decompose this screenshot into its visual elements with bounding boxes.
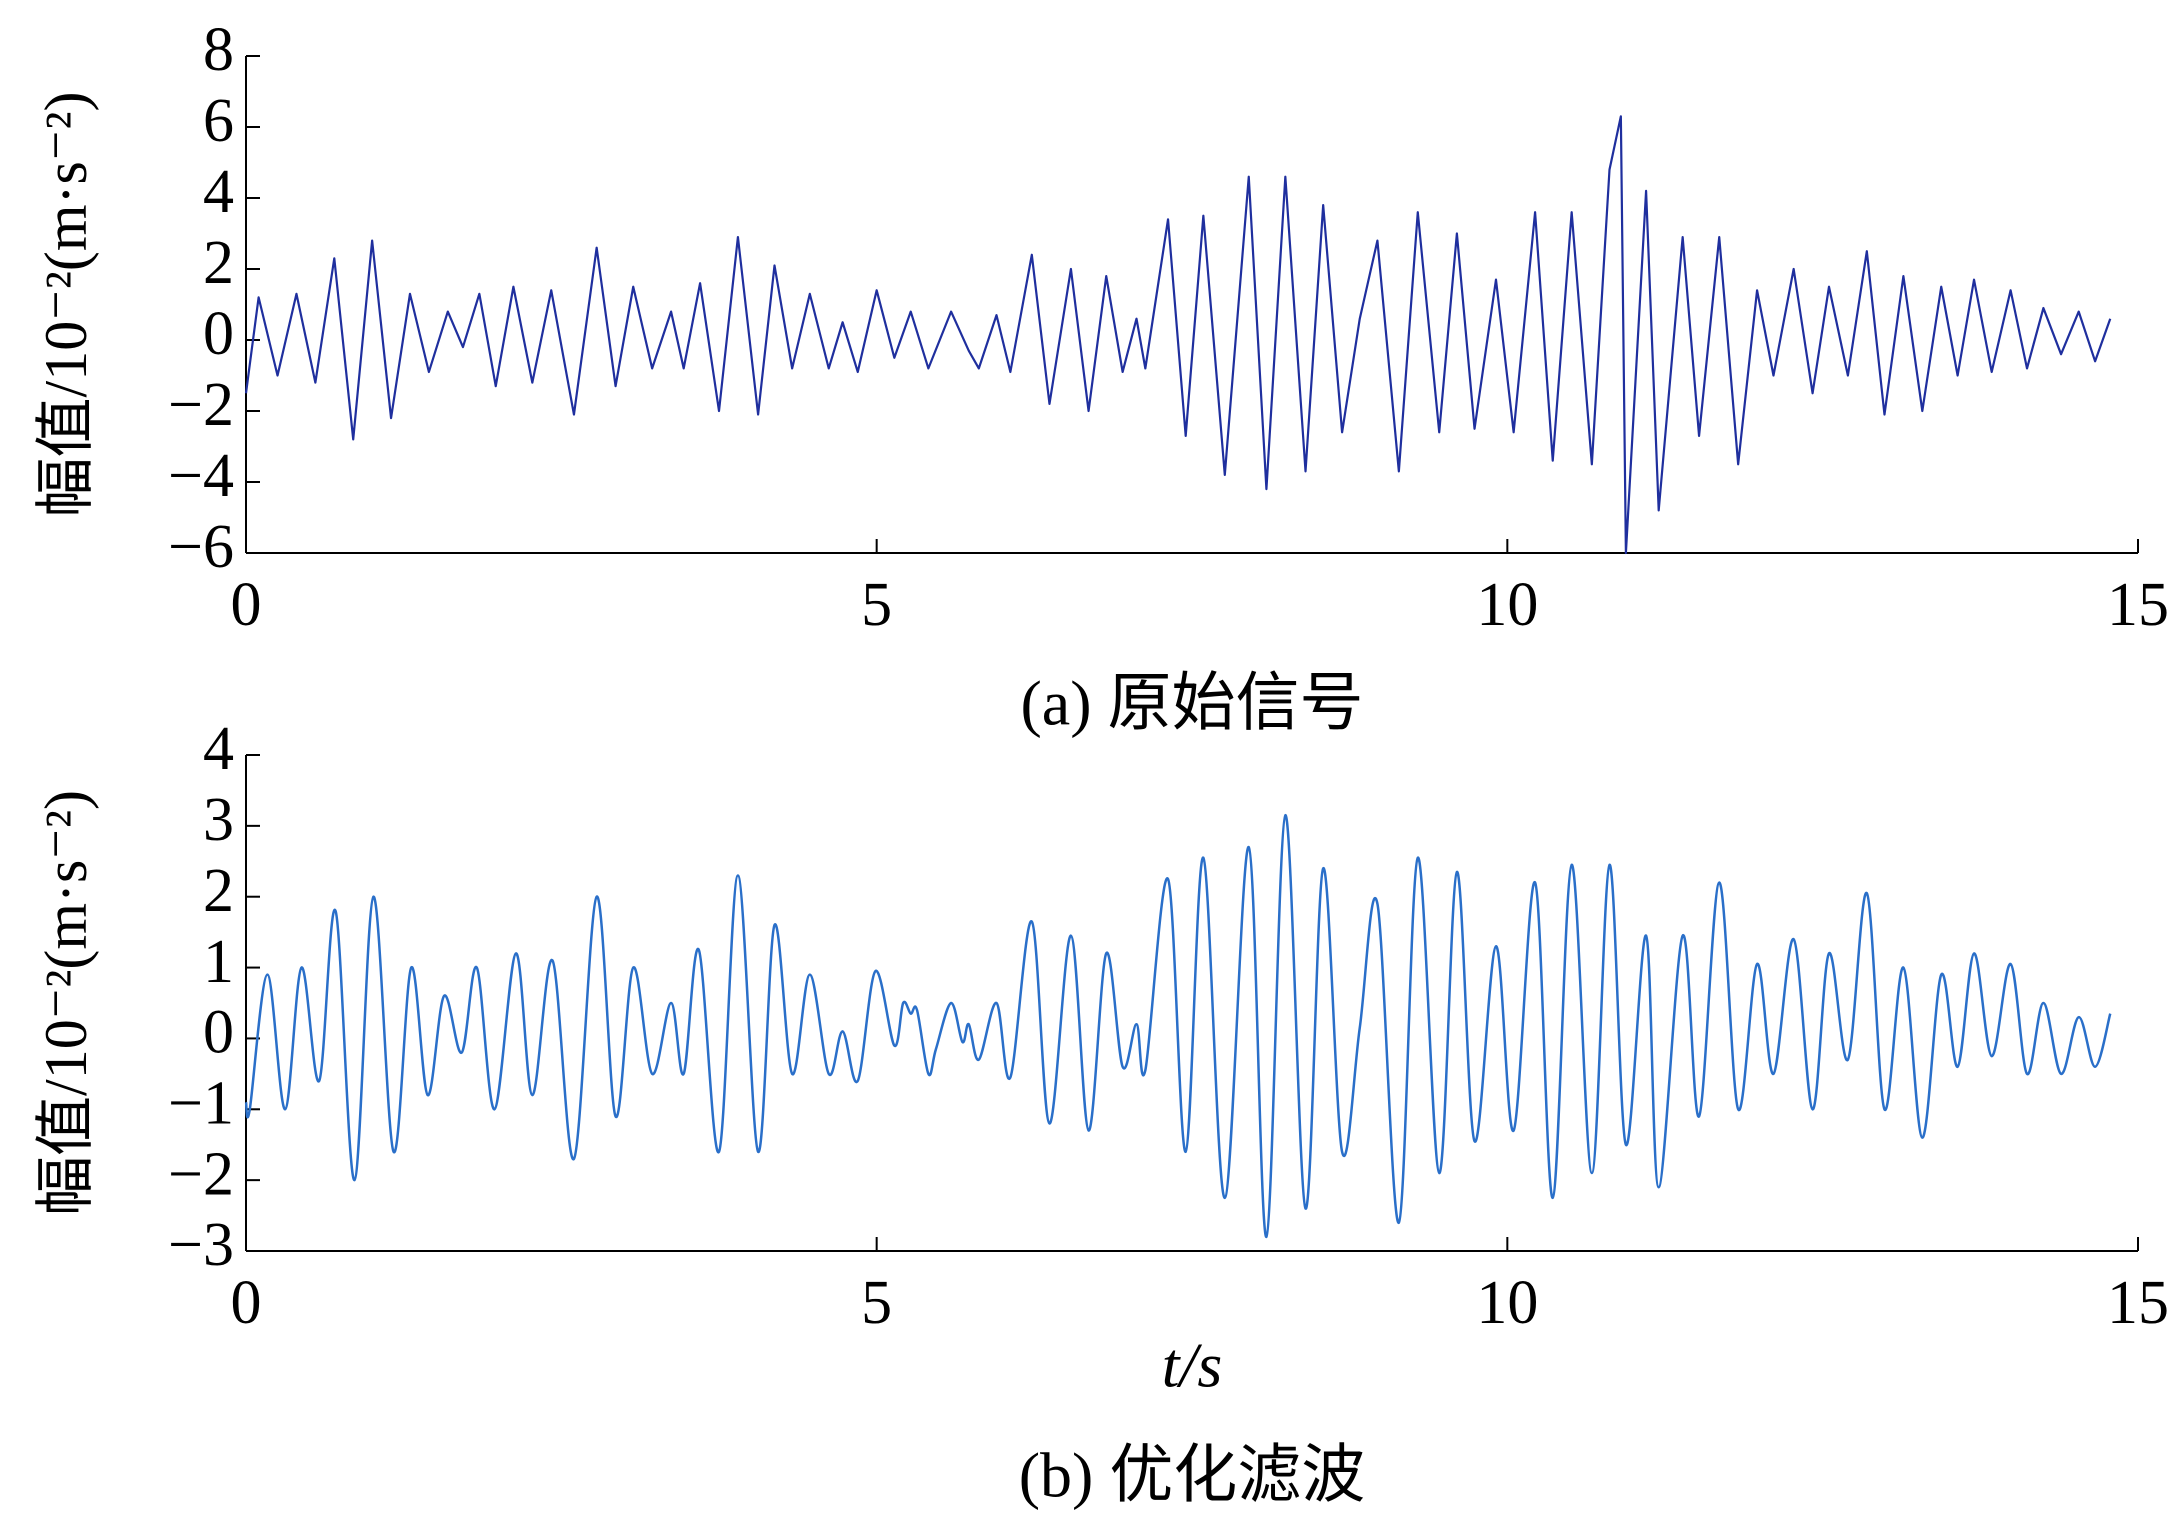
y-tick-label: −2 [168,1140,234,1208]
y-tick-label: 4 [203,158,234,226]
x-tick-label: 15 [2107,571,2169,639]
y-tick-label: 2 [203,857,234,925]
y-tick-label: 3 [203,786,234,854]
caption: (a) 原始信号 [1020,668,1363,739]
x-tick-label: 0 [231,1269,262,1337]
y-tick-label: −3 [168,1211,234,1279]
signal-line [244,813,2112,1239]
x-tick-label: 5 [861,571,892,639]
x-axis-label: t/s [1162,1330,1222,1401]
y-tick-label: −6 [168,513,234,581]
y-tick-label: 1 [203,928,234,996]
y-axis-label: 幅值/10⁻²(m·s⁻²) [33,92,99,518]
y-tick-label: 8 [203,16,234,84]
y-axis-label: 幅值/10⁻²(m·s⁻²) [33,790,99,1216]
y-tick-label: 6 [203,87,234,155]
caption: (b) 优化滤波 [1019,1440,1366,1511]
y-tick-label: 4 [203,715,234,783]
signal-line [244,115,2112,555]
y-tick-label: −1 [168,1070,234,1138]
x-tick-label: 10 [1476,1269,1538,1337]
y-tick-label: −4 [168,442,234,510]
x-tick-label: 15 [2107,1269,2169,1337]
y-tick-label: 2 [203,229,234,297]
x-tick-label: 0 [231,571,262,639]
y-tick-label: −2 [168,371,234,439]
y-tick-label: 0 [203,300,234,368]
x-tick-label: 10 [1476,571,1538,639]
x-tick-label: 5 [861,1269,892,1337]
y-tick-label: 0 [203,999,234,1067]
